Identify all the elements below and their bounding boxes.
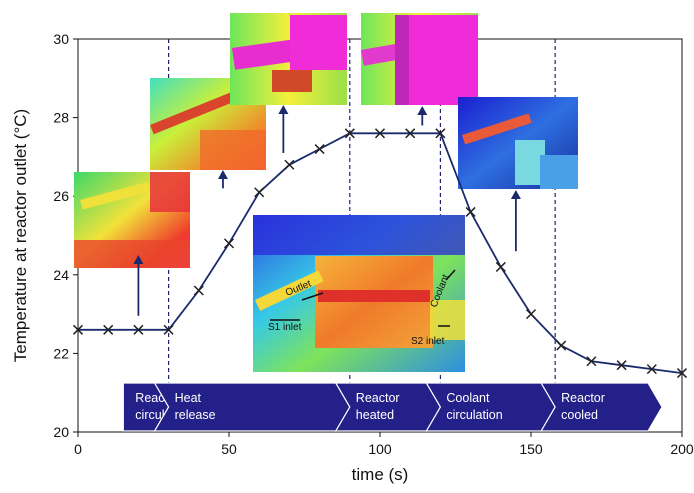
y-tick-label: 22 [53,345,69,361]
x-axis: 0 50 100 150 200 [74,432,694,457]
data-point [163,324,174,335]
arrow-head [217,170,228,179]
x-tick-label: 50 [221,441,237,457]
data-point [284,159,295,170]
y-axis-title: Temperature at reactor outlet (°C) [11,109,30,362]
data-point [314,144,325,155]
y-tick-label: 26 [53,188,69,204]
x-tick-label: 100 [368,441,392,457]
data-point [344,128,355,139]
inset-label-s2-inlet: S2 inlet [411,336,445,347]
data-point [223,238,235,249]
data-point [72,324,84,335]
annotation-arrows [133,105,521,316]
arrow-head [417,106,428,115]
data-point [676,368,688,379]
data-point [525,309,537,320]
phase-label: cooled [561,408,598,422]
thermal-image-heat-release-late [230,13,347,105]
data-point [556,340,567,351]
data-point [646,364,657,375]
data-point [193,285,204,296]
phase-segment [540,382,663,432]
series-markers [72,128,688,379]
y-tick-label: 24 [53,267,69,283]
thermal-image-reactant [74,172,190,268]
phase-label: Coolant [446,391,490,405]
data-point [254,187,265,198]
data-point [495,261,506,272]
thermal-image-coolant [458,97,578,189]
phase-label: Reactor [356,391,400,405]
x-tick-label: 0 [74,441,82,457]
phase-label: circulation [446,408,502,422]
thermal-images: Outlet Coolant S1 inlet S2 inlet [74,13,578,372]
data-point [586,356,597,367]
phase-label: release [175,408,216,422]
phase-label: Reactor [561,391,605,405]
thermal-image-setup: Outlet Coolant S1 inlet S2 inlet [253,215,465,372]
x-tick-label: 150 [519,441,543,457]
arrow-head [278,105,289,114]
arrow-head [133,255,144,264]
x-axis-title: time (s) [352,465,409,484]
arrow-head [510,190,521,199]
y-tick-label: 30 [53,31,69,47]
y-tick-label: 28 [53,110,69,126]
x-tick-label: 200 [670,441,694,457]
data-point [435,128,446,139]
data-point [103,324,114,335]
data-point [616,360,627,371]
phase-band: ReactantcirculationHeatreleaseReactorhea… [122,382,663,432]
data-point [405,128,416,139]
data-point [465,206,476,217]
inset-label-s1-inlet: S1 inlet [268,322,302,333]
data-point [374,128,386,139]
phase-label: heated [356,408,394,422]
y-axis: 20 22 24 26 28 30 [53,31,78,440]
phase-label: Heat [175,391,202,405]
y-tick-label: 20 [53,424,69,440]
data-point [133,324,144,335]
thermal-image-reactor-heated [361,13,478,105]
